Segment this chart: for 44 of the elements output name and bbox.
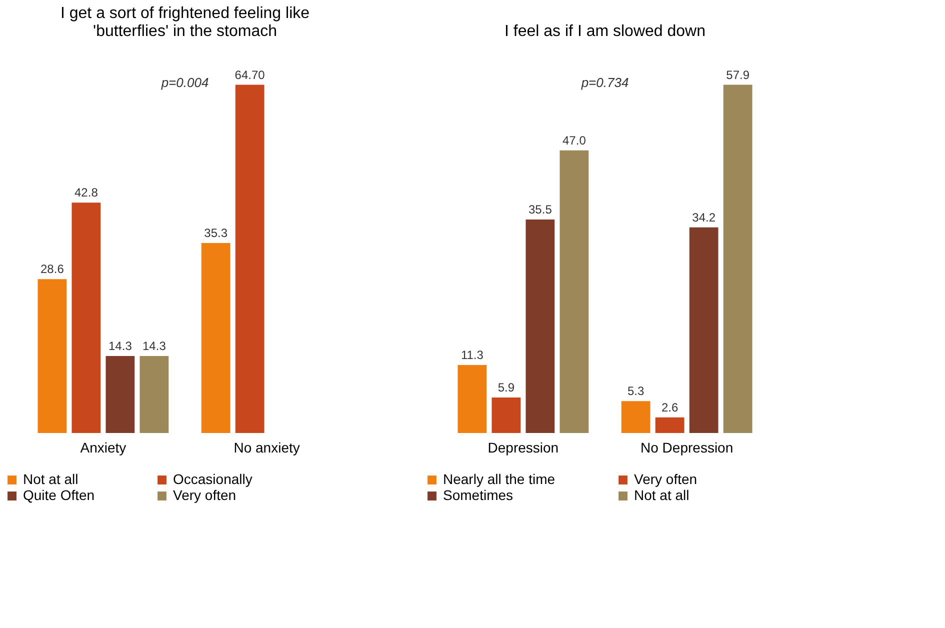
chart-title: I feel as if I am slowed down bbox=[504, 23, 706, 40]
x-tick-label: Anxiety bbox=[80, 440, 126, 456]
bar bbox=[235, 84, 264, 433]
x-tick-label: No Depression bbox=[640, 440, 734, 456]
legend-label: Sometimes bbox=[443, 487, 514, 503]
data-label: 57.9 bbox=[726, 68, 750, 82]
data-label: 5.9 bbox=[498, 380, 515, 395]
bar bbox=[458, 365, 487, 433]
bar bbox=[621, 401, 650, 433]
bar bbox=[492, 398, 521, 433]
data-label: 11.3 bbox=[460, 348, 484, 362]
legend-label: Occasionally bbox=[173, 471, 252, 487]
data-label: 35.3 bbox=[204, 226, 228, 240]
data-label: 42.8 bbox=[74, 186, 98, 200]
legend-label: Very often bbox=[634, 471, 698, 487]
data-label: 14.3 bbox=[108, 339, 132, 354]
data-label: 35.5 bbox=[528, 202, 552, 216]
legend-label: Not at all bbox=[23, 471, 78, 487]
bar bbox=[689, 227, 718, 433]
bar bbox=[560, 150, 589, 433]
legend-label: Quite Often bbox=[23, 487, 95, 503]
bar bbox=[723, 84, 752, 433]
legend-label: Nearly all the time bbox=[443, 471, 556, 487]
data-label: 5.3 bbox=[627, 384, 644, 398]
x-tick-label: Depression bbox=[488, 440, 559, 456]
x-tick-label: No anxiety bbox=[234, 440, 300, 456]
bar bbox=[106, 356, 135, 433]
bar bbox=[38, 279, 67, 433]
bar bbox=[655, 417, 684, 433]
annotation: p=0.004 bbox=[160, 75, 209, 90]
legend-label: Not at all bbox=[634, 487, 690, 503]
data-label: 34.2 bbox=[692, 210, 716, 224]
legend-label: Very often bbox=[173, 487, 236, 503]
bar bbox=[72, 202, 101, 433]
chart-title: I get a sort of frightened feeling like 'butterflies' in the stomach bbox=[60, 5, 310, 40]
bar bbox=[526, 220, 555, 433]
bar bbox=[140, 356, 169, 433]
data-label: 64.70 bbox=[234, 68, 266, 82]
annotation: p=0.734 bbox=[580, 75, 629, 90]
data-label: 2.6 bbox=[661, 400, 678, 414]
bar bbox=[201, 243, 230, 433]
data-label: 28.6 bbox=[40, 262, 64, 276]
data-label: 14.3 bbox=[142, 339, 166, 354]
data-label: 47.0 bbox=[562, 133, 586, 148]
